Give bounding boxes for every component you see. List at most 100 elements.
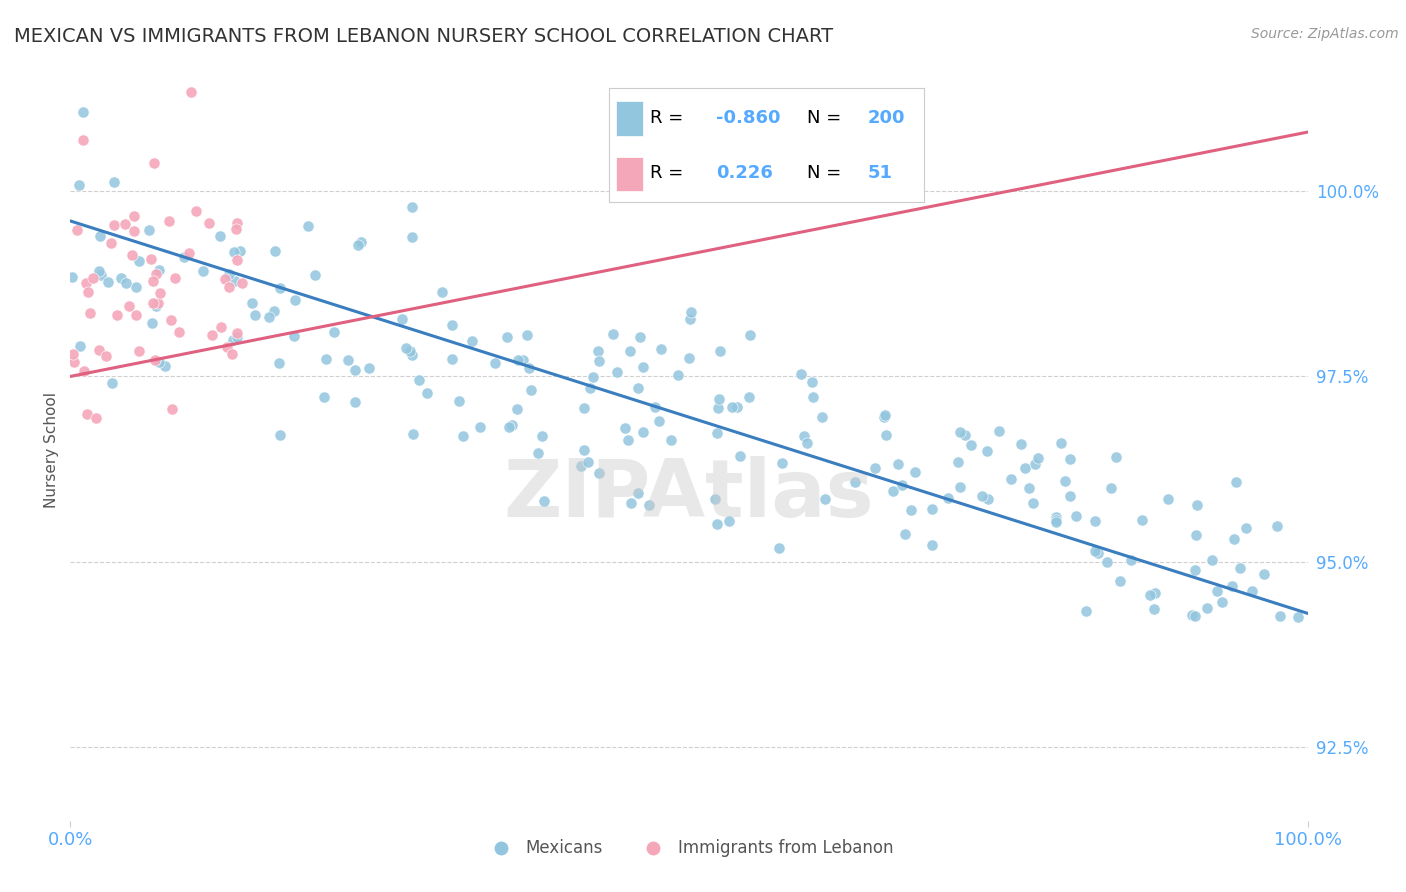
Point xyxy=(1000,472,1022,486)
Point xyxy=(972,490,994,504)
Point xyxy=(613,421,636,435)
Point xyxy=(66,223,89,237)
Point xyxy=(191,264,214,278)
Point xyxy=(796,436,818,450)
Point xyxy=(706,426,728,441)
Point xyxy=(718,514,741,528)
Point xyxy=(721,400,744,414)
Point xyxy=(628,330,651,344)
Point xyxy=(501,417,523,432)
Point xyxy=(1130,513,1153,527)
Point xyxy=(110,271,132,285)
Point xyxy=(728,450,751,464)
Point xyxy=(517,361,540,376)
Point xyxy=(894,526,917,541)
Point xyxy=(228,244,250,259)
Point xyxy=(312,390,335,404)
Point xyxy=(146,295,169,310)
Point xyxy=(173,251,195,265)
Point xyxy=(447,394,470,409)
Point xyxy=(1059,452,1081,467)
Point xyxy=(1010,437,1032,451)
Point xyxy=(1286,610,1309,624)
Point xyxy=(269,281,291,295)
Point xyxy=(904,465,927,479)
Point xyxy=(627,486,650,500)
Point xyxy=(221,347,243,361)
Point xyxy=(215,340,238,354)
Point xyxy=(638,498,661,512)
Point xyxy=(263,304,285,318)
Point xyxy=(128,254,150,268)
Point xyxy=(125,308,148,322)
Point xyxy=(512,353,534,368)
Point xyxy=(148,354,170,368)
Point xyxy=(100,236,122,251)
Point xyxy=(184,203,207,218)
Point xyxy=(72,104,94,119)
Point xyxy=(231,276,253,290)
Point xyxy=(633,425,655,440)
Point xyxy=(740,328,762,343)
Point xyxy=(1225,475,1247,489)
Text: MEXICAN VS IMMIGRANTS FROM LEBANON NURSERY SCHOOL CORRELATION CHART: MEXICAN VS IMMIGRANTS FROM LEBANON NURSE… xyxy=(14,27,834,45)
Point xyxy=(84,411,107,425)
Point xyxy=(496,330,519,344)
Point xyxy=(87,264,110,278)
Point xyxy=(347,238,370,252)
Point xyxy=(707,401,730,416)
Point xyxy=(770,456,793,470)
Point xyxy=(1045,509,1067,524)
Point xyxy=(921,538,943,552)
Point xyxy=(602,326,624,341)
Point xyxy=(225,252,247,267)
Point xyxy=(1234,521,1257,535)
Point xyxy=(122,210,145,224)
Point xyxy=(218,267,240,281)
Point xyxy=(569,458,592,473)
Point xyxy=(75,276,97,290)
Point xyxy=(709,343,731,358)
Point xyxy=(224,244,246,259)
Point xyxy=(87,343,110,358)
Point xyxy=(125,280,148,294)
Text: ZIPAtlas: ZIPAtlas xyxy=(503,456,875,534)
Text: Source: ZipAtlas.com: Source: ZipAtlas.com xyxy=(1251,27,1399,41)
Point xyxy=(1184,528,1206,542)
Point xyxy=(197,216,219,230)
Point xyxy=(900,503,922,517)
Point xyxy=(875,408,897,422)
Point xyxy=(153,359,176,373)
Point xyxy=(1024,458,1046,472)
Point xyxy=(218,280,240,294)
Point xyxy=(398,343,420,358)
Point xyxy=(533,494,555,508)
Point xyxy=(813,492,835,507)
Point xyxy=(527,446,550,460)
Point xyxy=(801,391,824,405)
Point xyxy=(811,409,834,424)
Point xyxy=(76,407,98,421)
Point xyxy=(725,400,748,414)
Point xyxy=(1211,595,1233,609)
Point xyxy=(245,308,267,322)
Point xyxy=(792,429,814,443)
Point xyxy=(1087,546,1109,560)
Point xyxy=(644,400,666,414)
Point xyxy=(666,368,689,383)
Point xyxy=(516,328,538,343)
Point xyxy=(586,343,609,358)
Point xyxy=(1229,561,1251,575)
Point xyxy=(62,347,84,361)
Point xyxy=(977,492,1000,507)
Point xyxy=(617,434,640,448)
Point xyxy=(297,219,319,233)
Point xyxy=(142,295,165,310)
Point xyxy=(882,483,904,498)
Point xyxy=(401,349,423,363)
Point xyxy=(1143,602,1166,616)
Point xyxy=(946,455,969,469)
Point xyxy=(1205,584,1227,599)
Point xyxy=(118,299,141,313)
Point xyxy=(1109,574,1132,588)
